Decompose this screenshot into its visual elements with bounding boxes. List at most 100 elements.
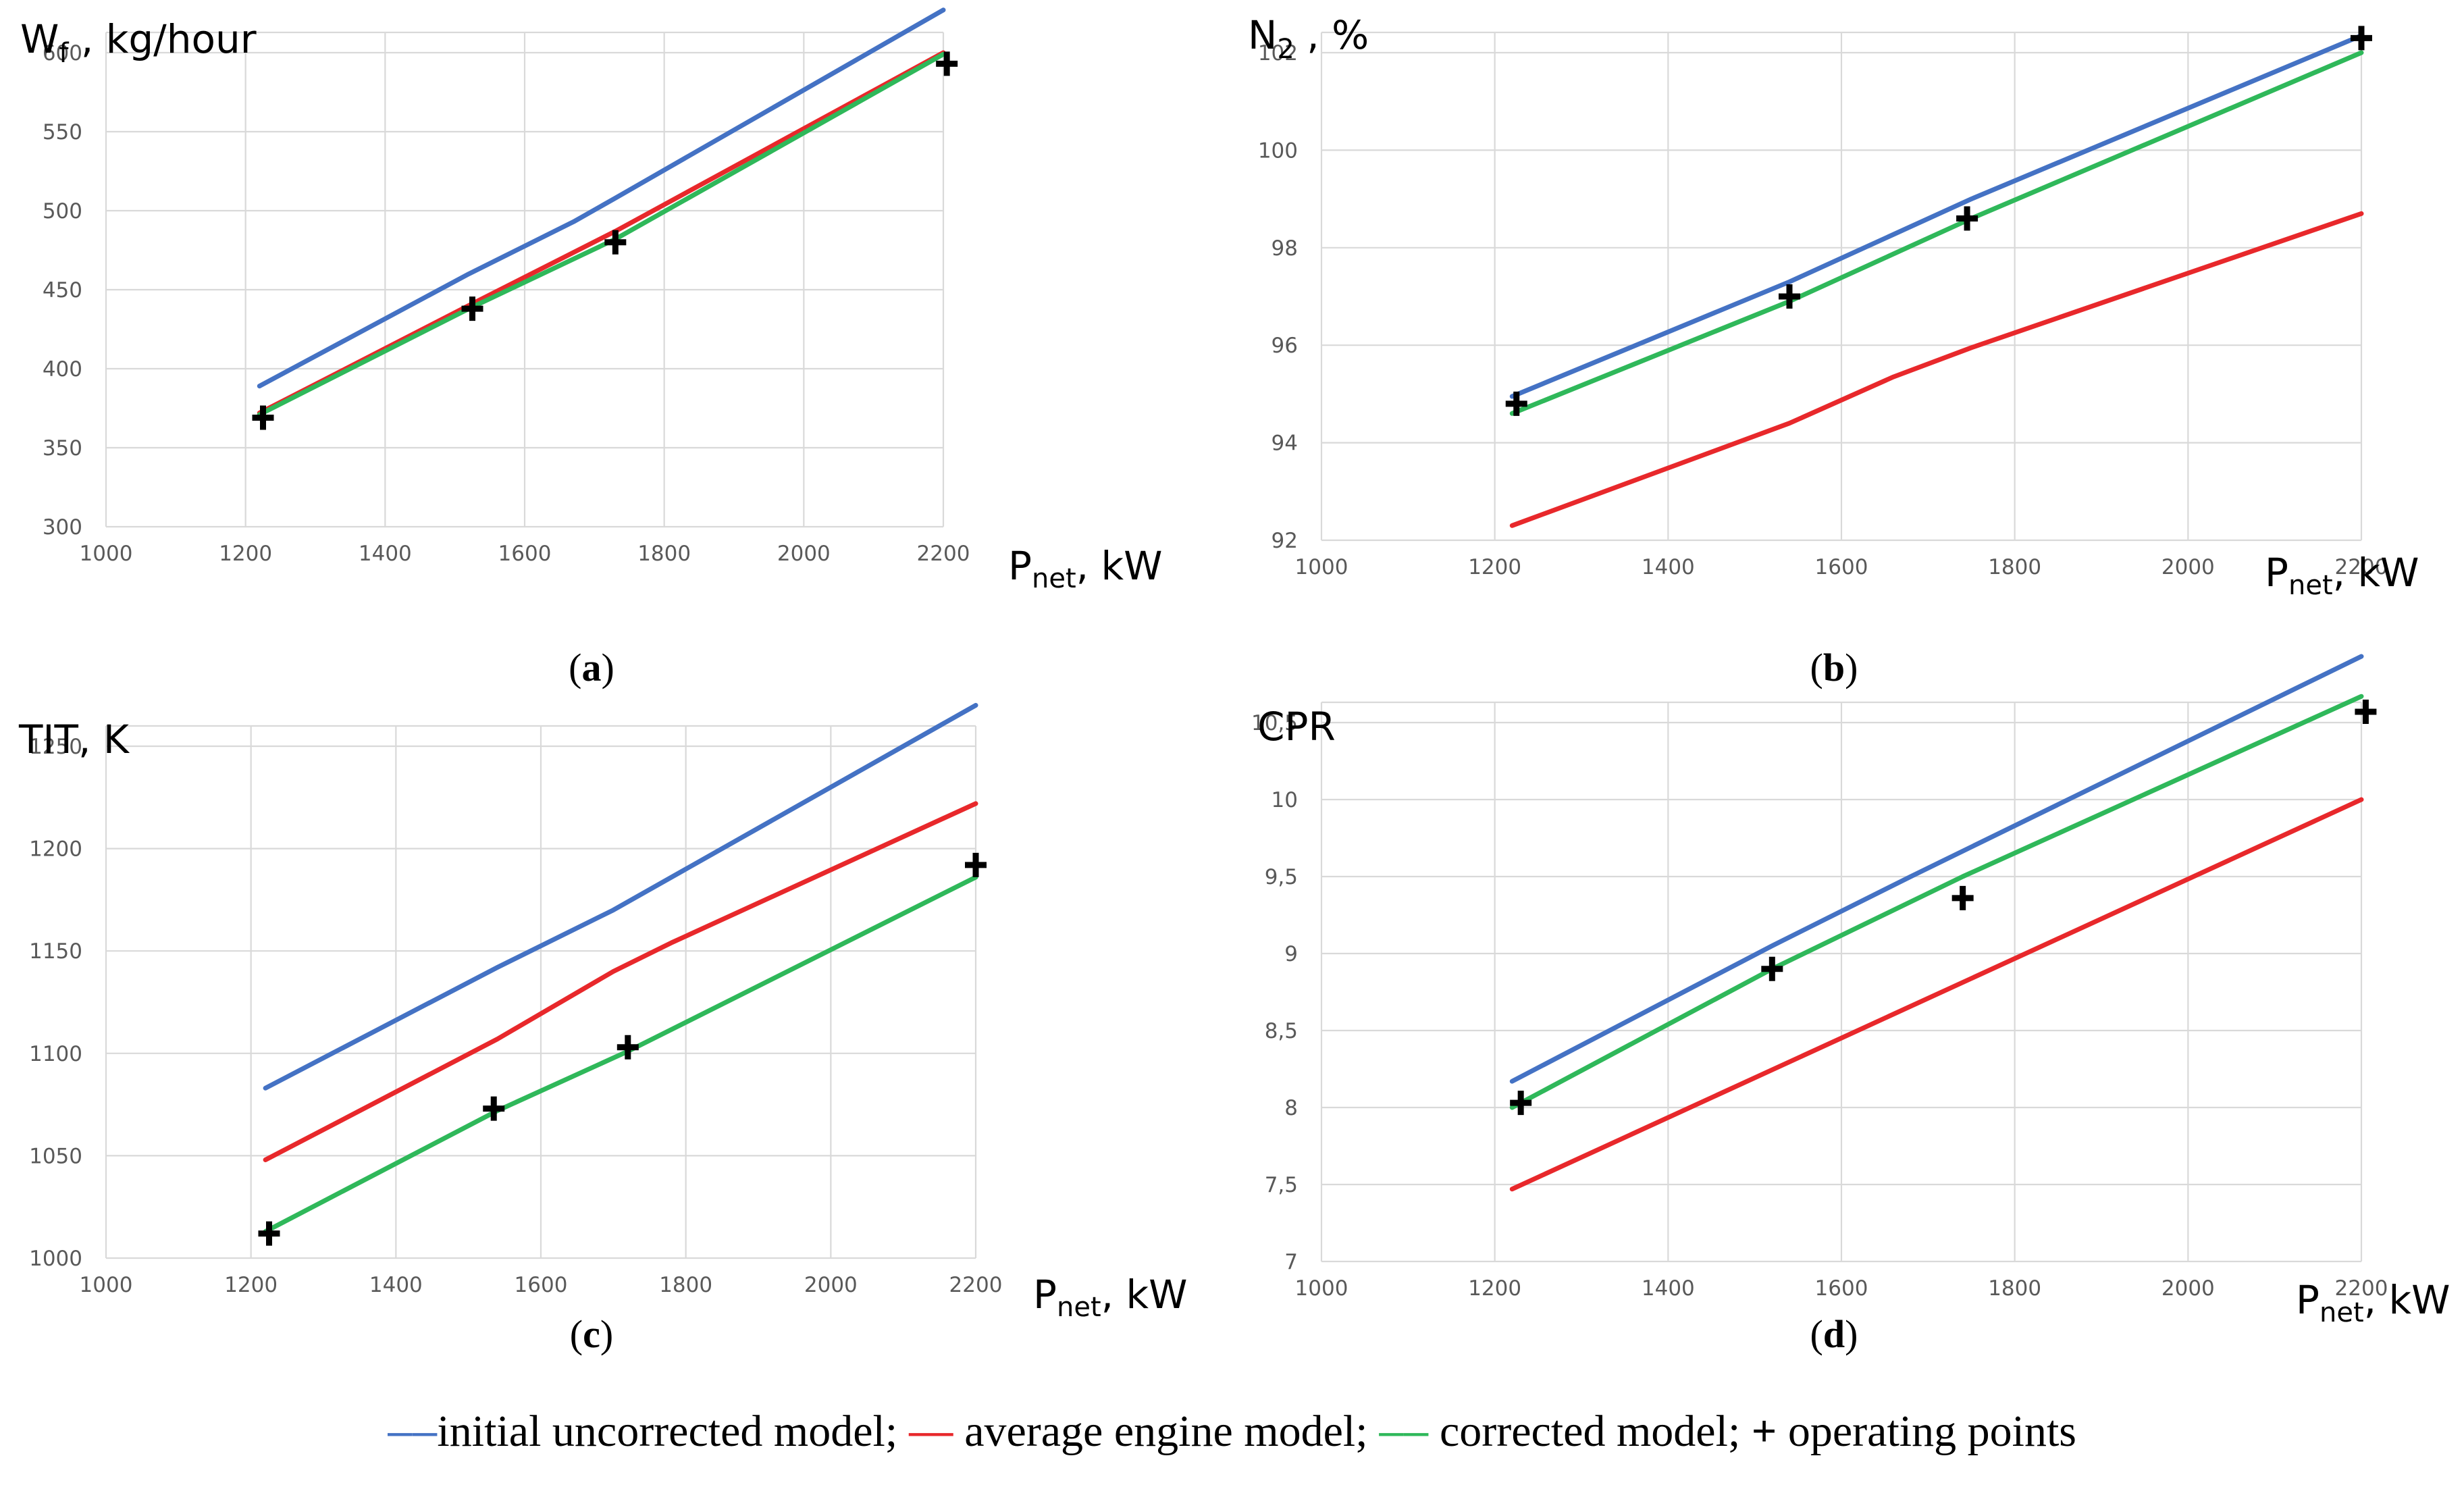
x-tick-label: 1000 <box>1295 555 1348 579</box>
x-tick-label: 1400 <box>369 1273 423 1297</box>
y-tick-label: 1000 <box>29 1247 82 1271</box>
x-tick-label: 2000 <box>2161 1276 2215 1301</box>
legend-average-text: average engine model; <box>953 1407 1368 1456</box>
y-tick-label: 8 <box>1284 1096 1298 1120</box>
x-tick-label: 1000 <box>1295 1276 1348 1301</box>
series-line-initial-uncorrected-model <box>1509 654 2364 1084</box>
series-line-corrected-model <box>263 875 978 1234</box>
y-tick-label: 94 <box>1272 432 1298 456</box>
series-line-average-engine-model <box>263 801 978 1162</box>
x-tick-label: 2000 <box>777 542 831 566</box>
x-tick-label: 1200 <box>219 542 272 566</box>
x-tick-label: 1800 <box>659 1273 712 1297</box>
operating-point <box>604 230 627 255</box>
y-tick-label: 350 <box>43 436 82 461</box>
y-tick-label: 98 <box>1272 236 1298 261</box>
x-tick-label: 1200 <box>224 1273 278 1297</box>
y-tick-label: 1050 <box>29 1144 82 1168</box>
operating-point <box>1510 1091 1532 1116</box>
y-tick-label: 10,5 <box>1251 711 1298 735</box>
x-tick-label: 1200 <box>1468 1276 1521 1301</box>
y-tick-label: 400 <box>43 357 82 382</box>
operating-point <box>461 296 483 321</box>
y-tick-label: 1200 <box>29 837 82 862</box>
y-axis-label: CPR <box>1257 704 1336 750</box>
x-tick-label: 1800 <box>1988 1276 2041 1301</box>
x-tick-label: 2200 <box>917 542 970 566</box>
legend-corrected-mark: –– <box>1379 1405 1429 1455</box>
y-tick-label: 500 <box>43 199 82 224</box>
x-tick-label: 2200 <box>949 1273 1003 1297</box>
x-axis-label: Pnet, kW <box>2296 1277 2450 1328</box>
x-tick-label: 1000 <box>80 1273 133 1297</box>
operating-point <box>1956 206 1978 231</box>
operating-point <box>1505 391 1527 416</box>
panel-caption-b: (b) <box>1810 646 1858 689</box>
x-tick-label: 1600 <box>1815 555 1868 579</box>
y-tick-label: 8,5 <box>1265 1019 1298 1043</box>
panel-caption-d: (d) <box>1810 1312 1858 1356</box>
y-axis-label: N2 , % <box>1248 12 1369 65</box>
y-tick-label: 92 <box>1272 529 1298 553</box>
series-line-average-engine-model <box>257 50 946 415</box>
x-tick-label: 1400 <box>1642 1276 1695 1301</box>
x-tick-label: 2000 <box>2161 555 2215 579</box>
x-tick-label: 1800 <box>1988 555 2041 579</box>
operating-point <box>936 51 958 76</box>
chart-panel-c: 1000 1200 1400 1600 1800 2000 2200 1000 1050 1100… <box>18 702 1187 1323</box>
x-tick-label: 1400 <box>1642 555 1695 579</box>
x-tick-label: 1600 <box>515 1273 568 1297</box>
y-tick-label: 100 <box>1258 138 1298 163</box>
panel-caption-c: (c) <box>569 1312 614 1356</box>
y-tick-label: 7,5 <box>1265 1173 1298 1197</box>
operating-point <box>258 1221 280 1246</box>
operating-point <box>1951 885 1974 910</box>
legend-corrected-text: corrected model; <box>1428 1407 1741 1456</box>
operating-point <box>2351 26 2372 51</box>
y-tick-label: 600 <box>43 41 82 66</box>
series-line-initial-uncorrected-model <box>263 702 978 1091</box>
y-tick-label: 300 <box>43 515 82 540</box>
x-tick-label: 1200 <box>1468 555 1521 579</box>
operating-point <box>483 1096 505 1121</box>
chart-panel-a: 1000 1200 1400 1600 1800 2000 2200 300 350 400 450… <box>20 7 1162 594</box>
y-tick-label: 9,5 <box>1265 865 1298 889</box>
series-line-initial-uncorrected-model <box>1509 33 2364 399</box>
y-tick-label: 96 <box>1272 334 1298 358</box>
y-tick-label: 1250 <box>29 735 82 759</box>
series-line-corrected-model <box>1509 50 2364 416</box>
chart-panel-b: 1000 1200 1400 1600 1800 2000 2200 92 94 96 98 100 1… <box>1248 12 2419 601</box>
y-tick-label: 102 <box>1258 41 1298 66</box>
operating-point <box>2355 700 2377 725</box>
x-tick-label: 2200 <box>2335 1276 2388 1301</box>
operating-point <box>965 852 987 877</box>
series-line-average-engine-model <box>1509 797 2364 1192</box>
y-axis-label: Wf , kg/hour <box>20 16 257 69</box>
y-tick-label: 1150 <box>29 939 82 964</box>
panel-caption-a: (a) <box>569 646 614 689</box>
y-axis-label: TIT, K <box>18 717 130 762</box>
y-tick-label: 1100 <box>29 1042 82 1066</box>
operating-point <box>1779 284 1800 309</box>
legend-points-mark: + <box>1751 1407 1777 1456</box>
operating-point <box>1761 956 1783 981</box>
x-tick-label: 1000 <box>80 542 133 566</box>
y-tick-label: 9 <box>1284 942 1298 966</box>
x-tick-label: 1600 <box>498 542 552 566</box>
legend-points-text: operating points <box>1777 1407 2076 1456</box>
operating-point <box>252 405 274 430</box>
x-tick-label: 1400 <box>359 542 412 566</box>
figure-legend: ––initial uncorrected model; — average e… <box>0 1405 2464 1457</box>
series-line-average-engine-model <box>1509 211 2364 528</box>
x-tick-label: 1800 <box>637 542 691 566</box>
x-tick-label: 2000 <box>804 1273 858 1297</box>
legend-average-mark: — <box>908 1405 953 1455</box>
series-line-initial-uncorrected-model <box>257 7 946 389</box>
x-tick-label: 2200 <box>2335 555 2388 579</box>
legend-initial-mark: –– <box>388 1405 438 1455</box>
x-axis-label: Pnet, kW <box>1033 1272 1187 1323</box>
chart-panel-d: 1000 1200 1400 1600 1800 2000 2200 7 7,5 8 8,5 9 9,5… <box>1251 654 2450 1328</box>
operating-point <box>617 1035 639 1060</box>
series-line-corrected-model <box>257 51 946 417</box>
